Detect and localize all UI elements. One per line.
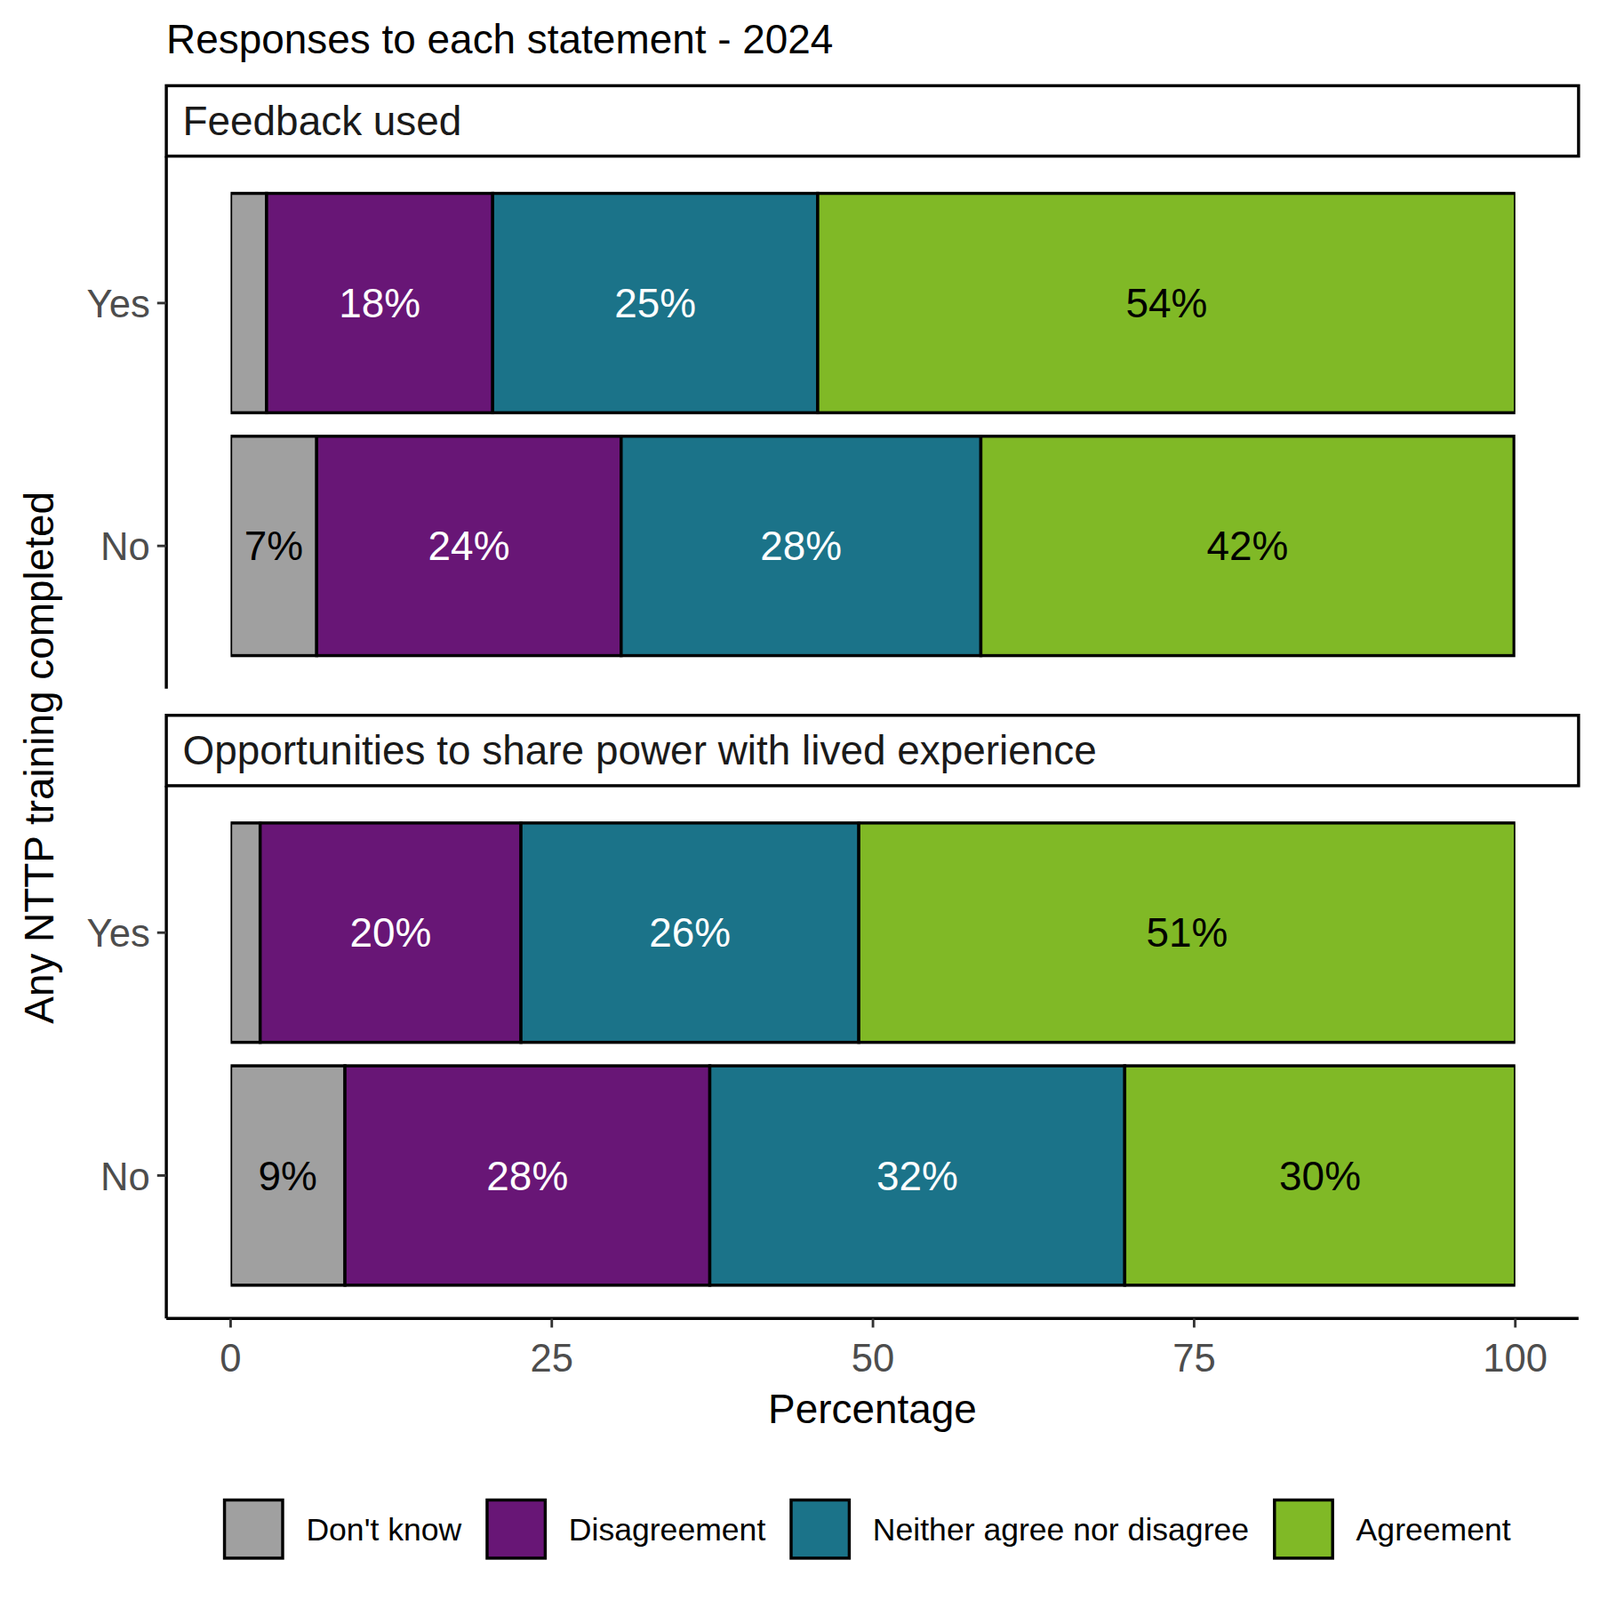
- x-tick: [550, 1318, 553, 1328]
- legend-swatch: [487, 1500, 545, 1559]
- x-tick: [229, 1318, 232, 1328]
- bar-segment: [980, 436, 1514, 656]
- x-tick-label: 100: [1482, 1336, 1548, 1380]
- data-label: 26%: [648, 909, 731, 956]
- x-tick: [1513, 1318, 1517, 1328]
- data-label: 25%: [614, 280, 696, 327]
- bar-segment: [858, 823, 1516, 1043]
- bar-segment: [230, 193, 266, 414]
- bar-segment: [316, 436, 622, 656]
- legend-label: Don't know: [305, 1512, 462, 1548]
- bar-segment: [230, 823, 260, 1043]
- bar-segment: [266, 193, 493, 414]
- x-tick: [872, 1318, 875, 1328]
- x-tick-label: 50: [851, 1336, 896, 1380]
- bar-segment: [621, 436, 982, 656]
- data-label: 42%: [1206, 522, 1288, 569]
- y-tick: [157, 302, 167, 305]
- strip: [166, 715, 1579, 786]
- bar-segment: [710, 1065, 1126, 1286]
- strip: [166, 85, 1579, 156]
- y-tick: [157, 544, 167, 548]
- data-label: 24%: [428, 522, 511, 569]
- data-label: 32%: [876, 1152, 959, 1200]
- legend-swatch: [791, 1500, 849, 1559]
- legend-label: Neither agree nor disagree: [872, 1512, 1249, 1548]
- legend-swatch: [224, 1500, 283, 1559]
- data-labels: 20% 26% 51% 9% 28% 32% 30%: [258, 909, 1361, 1199]
- y-tick-label: No: [100, 525, 151, 568]
- y-axis-line: [164, 156, 168, 689]
- bars: [230, 193, 1515, 656]
- bar-segment: [1124, 1065, 1515, 1286]
- bar-segment: [817, 193, 1516, 414]
- strip-label: Feedback used: [182, 97, 462, 144]
- y-tick: [157, 931, 167, 935]
- data-label: 30%: [1279, 1152, 1361, 1200]
- y-tick-label: Yes: [87, 912, 151, 955]
- title: Responses to each statement - 2024: [166, 16, 833, 63]
- x-tick-label: 0: [219, 1336, 241, 1380]
- legend-label: Disagreement: [568, 1512, 767, 1548]
- bar-segment: [344, 1065, 710, 1286]
- bar-segment: [230, 1065, 345, 1286]
- x-tick-label: 25: [530, 1336, 575, 1380]
- bar-segment: [260, 823, 521, 1043]
- data-label: 28%: [486, 1152, 568, 1200]
- legend-label: Agreement: [1356, 1512, 1512, 1548]
- bar-segment: [520, 823, 859, 1043]
- legend: Don't know Disagreement Neither agree nor …: [224, 1500, 1512, 1559]
- x-axis-label: Percentage: [768, 1385, 977, 1432]
- data-label: 51%: [1146, 909, 1229, 956]
- bar-segment: [230, 436, 317, 656]
- data-label: 54%: [1125, 280, 1208, 327]
- data-labels: 18% 25% 54% 7% 24% 28% 42%: [244, 280, 1289, 569]
- y-tick-label: No: [100, 1155, 151, 1199]
- y-axis-label: Any NTTP training completed: [16, 491, 63, 1024]
- bar-segment: [492, 193, 818, 414]
- y-tick: [157, 1174, 167, 1177]
- data-label: 20%: [349, 909, 432, 956]
- data-label: 18%: [338, 280, 421, 327]
- data-label: 9%: [258, 1152, 318, 1200]
- y-axis-line: [164, 785, 168, 1319]
- x-tick: [1192, 1318, 1196, 1328]
- data-label: 28%: [760, 522, 842, 569]
- chart: Responses to each statement - 2024 Feedba…: [0, 0, 1600, 1600]
- data-label: 7%: [244, 522, 304, 569]
- y-tick-label: Yes: [87, 282, 151, 326]
- strip-label: Opportunities to share power with lived …: [182, 727, 1096, 774]
- x-tick-label: 75: [1172, 1336, 1216, 1380]
- legend-swatch: [1274, 1500, 1333, 1559]
- bars: [230, 823, 1515, 1286]
